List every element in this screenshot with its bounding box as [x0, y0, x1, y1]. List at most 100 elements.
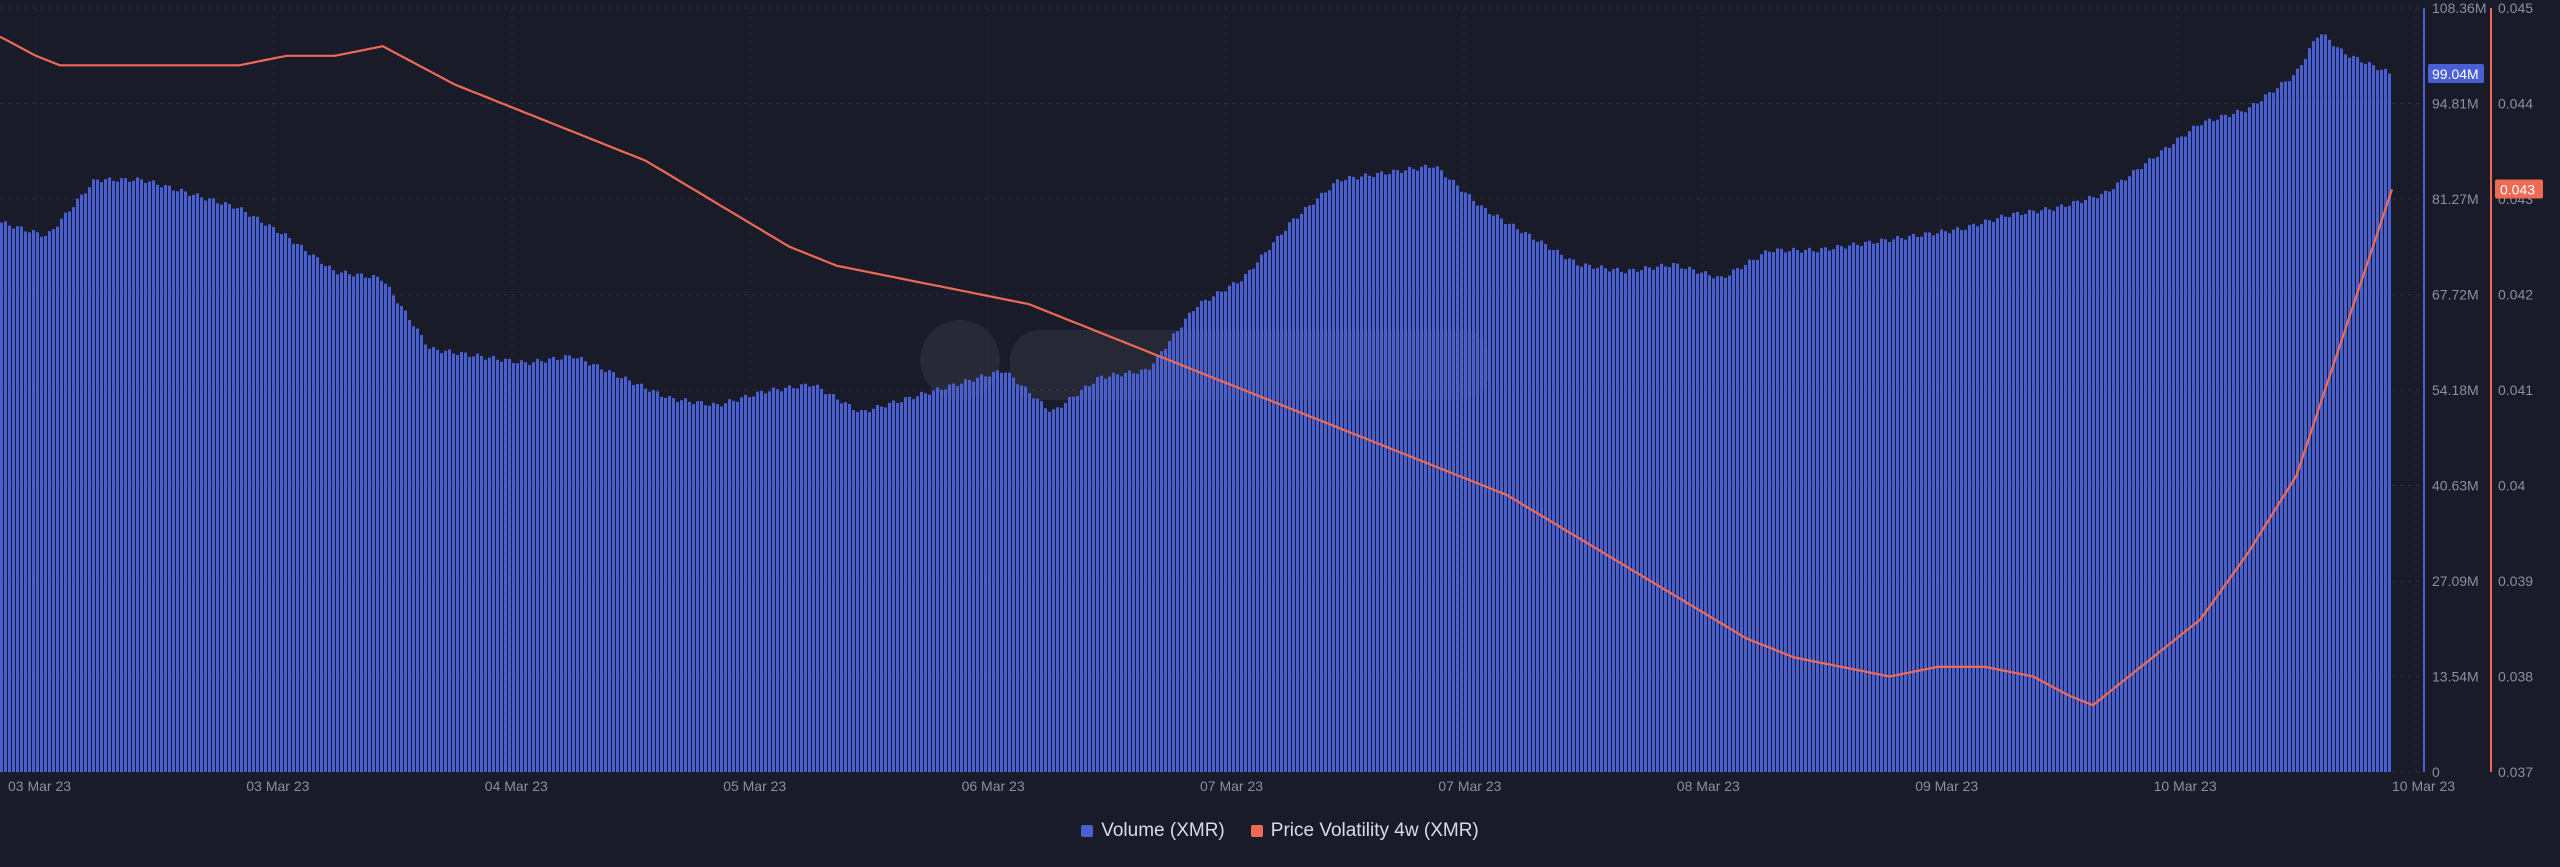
volume-bar: [2080, 202, 2083, 772]
volume-bar: [720, 406, 723, 772]
volume-bar: [1608, 271, 1611, 772]
volume-bar: [1352, 176, 1355, 772]
volume-bar: [536, 358, 539, 772]
volume-bar: [84, 193, 87, 773]
volume-bar: [1988, 220, 1991, 773]
volume-bar: [492, 355, 495, 772]
volume-bar: [2288, 81, 2291, 772]
volume-bar: [2300, 65, 2303, 772]
volume-bar: [2128, 176, 2131, 772]
x-axis-tick-label: 07 Mar 23: [1200, 778, 1263, 794]
volume-bar: [380, 280, 383, 772]
volume-bar: [64, 212, 67, 773]
x-axis-tick-label: 09 Mar 23: [1915, 778, 1978, 794]
volume-bar: [112, 180, 115, 773]
left-axis-tick-label: 40.63M: [2432, 478, 2479, 494]
volume-bar: [1600, 265, 1603, 772]
volume-bar: [1032, 398, 1035, 772]
volume-bar: [1712, 278, 1715, 772]
volume-bar: [452, 353, 455, 772]
volume-bar: [2248, 107, 2251, 772]
volume-bar: [144, 182, 147, 772]
x-axis-tick-label: 03 Mar 23: [246, 778, 309, 794]
legend-swatch-volume: [1081, 825, 1094, 837]
volume-bar: [520, 360, 523, 772]
volume-bar: [1744, 264, 1747, 772]
volume-bar: [884, 407, 887, 772]
volume-bar: [272, 226, 275, 773]
volume-bar: [2216, 119, 2219, 772]
volume-bar: [1644, 266, 1647, 772]
volume-bar: [1424, 164, 1427, 773]
volume-bar: [704, 405, 707, 772]
volume-bar: [24, 231, 27, 773]
volume-bar: [1828, 250, 1831, 772]
volume-bar: [1824, 247, 1827, 772]
volume-bar: [616, 377, 619, 772]
volume-bar: [1692, 269, 1695, 772]
volume-bar: [888, 402, 891, 772]
volume-bar: [556, 359, 559, 772]
volume-bar: [2144, 163, 2147, 772]
volume-bar: [428, 348, 431, 772]
volume-bar: [128, 181, 131, 772]
volume-bar: [432, 347, 435, 772]
volume-bar: [312, 254, 315, 773]
volume-bar: [1948, 233, 1951, 773]
volume-bar: [584, 361, 587, 772]
right-axis-tick-labels: 0.037 0.038 0.039 0.04 0.041 0.042 0.043 0.044 0…: [2498, 0, 2533, 780]
volume-bar: [196, 193, 199, 772]
volume-bar: [1152, 363, 1155, 772]
volume-bar: [1252, 268, 1255, 772]
volume-bar: [844, 402, 847, 772]
volume-bar: [368, 278, 371, 772]
volume-bar: [224, 202, 227, 773]
volume-bar: [1392, 169, 1395, 773]
volume-bar: [672, 398, 675, 772]
volume-bar: [1792, 247, 1795, 772]
volume-bar: [332, 270, 335, 772]
volume-bar: [1960, 230, 1963, 772]
volume-bar: [2172, 144, 2175, 772]
volume-bar: [1260, 254, 1263, 772]
volume-bar: [1220, 291, 1223, 772]
volume-bar: [528, 364, 531, 772]
volume-bar: [348, 274, 351, 772]
volume-bar: [1076, 396, 1079, 772]
volume-bar: [1932, 235, 1935, 772]
right-axis-tick-label: 0.04: [2498, 478, 2525, 494]
volume-bar: [1716, 276, 1719, 772]
volume-bar: [76, 198, 79, 772]
volume-bar: [2048, 209, 2051, 773]
volume-bar: [632, 384, 635, 772]
volume-bar: [1672, 263, 1675, 772]
volume-bar: [1656, 266, 1659, 772]
volume-bar: [1560, 254, 1563, 772]
volume-bar: [2252, 102, 2255, 773]
legend-item-volatility[interactable]: Price Volatility 4w (XMR): [1250, 820, 1479, 842]
volume-bar: [276, 232, 279, 772]
volume-bar: [1460, 191, 1463, 772]
volume-bar: [552, 356, 555, 772]
volume-bar: [628, 380, 631, 772]
volume-bar: [2108, 191, 2111, 772]
volume-bar: [780, 391, 783, 772]
volume-bar: [1268, 250, 1271, 772]
volume-bar: [1812, 251, 1815, 773]
volume-bar: [220, 204, 223, 772]
volume-bar: [340, 272, 343, 772]
legend-item-volume[interactable]: Volume (XMR): [1081, 820, 1225, 842]
volume-bar: [180, 188, 183, 772]
volume-bar: [1176, 331, 1179, 772]
volume-bar: [48, 231, 51, 772]
volume-bar: [256, 216, 259, 773]
volume-bar: [1320, 192, 1323, 772]
volume-bar: [1832, 249, 1835, 772]
volume-bar: [412, 326, 415, 772]
volume-bar: [1908, 235, 1911, 772]
volume-bar: [1436, 166, 1439, 772]
volume-bar: [1168, 341, 1171, 772]
volume-bar: [1840, 246, 1843, 772]
volume-bar: [544, 362, 547, 772]
